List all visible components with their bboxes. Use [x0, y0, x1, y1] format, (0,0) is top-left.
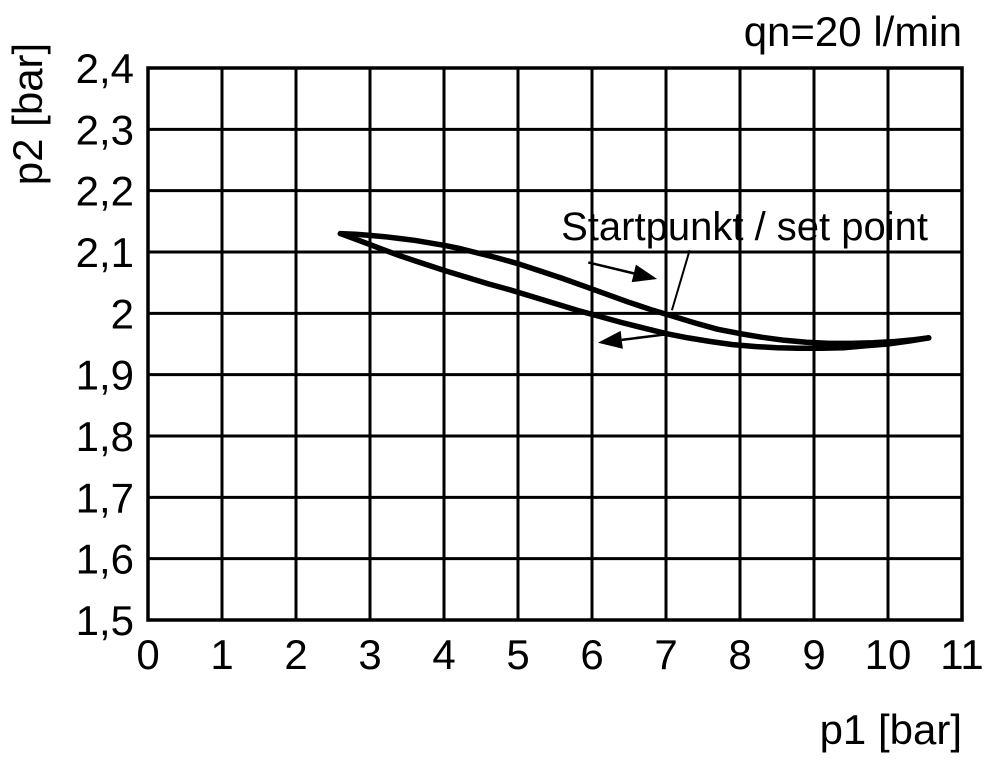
- x-tick-label: 8: [728, 631, 751, 678]
- x-tick-label: 5: [506, 631, 529, 678]
- flow-rate-label: qn=20 l/min: [744, 8, 962, 55]
- y-tick-label: 1,9: [76, 352, 134, 399]
- grid: [146, 66, 964, 622]
- annotation-leader-line: [670, 249, 691, 311]
- y-tick-label: 2,4: [76, 45, 134, 92]
- y-tick-labels: 2,4 2,3 2,2 2,1 2 1,9 1,8 1,7 1,6 1,5: [76, 45, 134, 644]
- y-axis-title: p2 [bar]: [4, 43, 51, 185]
- x-tick-label: 4: [432, 631, 455, 678]
- annotation: Startpunkt / set point: [561, 205, 928, 311]
- forward-direction-arrow-shaft: [588, 261, 635, 275]
- return-direction-arrow-shaft: [621, 332, 668, 342]
- y-tick-label: 1,8: [76, 413, 134, 460]
- x-tick-label: 11: [940, 631, 984, 678]
- hysteresis-curves: [337, 230, 932, 352]
- return-direction-arrow-head: [597, 330, 623, 349]
- y-tick-label: 2,1: [76, 229, 134, 276]
- x-tick-labels: 0 1 2 3 4 5 6 7 8 9 10 11: [136, 631, 983, 678]
- x-tick-label: 3: [358, 631, 381, 678]
- direction-arrows: [588, 261, 668, 349]
- x-tick-label: 9: [802, 631, 825, 678]
- curve-lower-branch: [337, 230, 932, 352]
- y-tick-label: 2,2: [76, 168, 134, 215]
- x-tick-label: 10: [865, 631, 912, 678]
- forward-direction-arrow-head: [631, 264, 658, 283]
- x-tick-label: 7: [654, 631, 677, 678]
- x-axis-title: p1 [bar]: [820, 706, 962, 753]
- curve-upper-branch: [337, 230, 932, 347]
- y-tick-label: 2,3: [76, 106, 134, 153]
- x-tick-label: 2: [284, 631, 307, 678]
- x-tick-label: 6: [580, 631, 603, 678]
- y-tick-label: 2: [111, 290, 134, 337]
- plot-border: [146, 66, 964, 622]
- annotation-label: Startpunkt / set point: [561, 205, 928, 249]
- x-tick-label: 1: [210, 631, 233, 678]
- x-tick-label: 0: [136, 631, 159, 678]
- y-tick-label: 1,6: [76, 536, 134, 583]
- y-tick-label: 1,7: [76, 474, 134, 521]
- y-tick-label: 1,5: [76, 597, 134, 644]
